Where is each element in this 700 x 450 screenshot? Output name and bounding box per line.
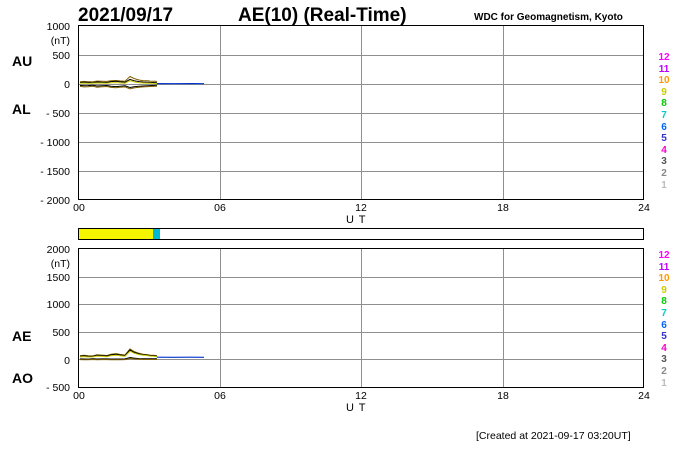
ytick-label: - 500 — [46, 108, 70, 120]
progress-fill-yellow — [79, 229, 154, 239]
xtick-label: 24 — [638, 202, 650, 214]
ytick-label: - 1500 — [40, 166, 70, 178]
page-title-date: 2021/09/17 — [78, 5, 174, 26]
xtick-label: 18 — [497, 202, 509, 214]
gridline-horizontal — [79, 304, 643, 306]
ytick-label: 500 — [52, 327, 70, 339]
station-index-item: 8 — [661, 296, 667, 308]
gridline-vertical — [361, 249, 362, 387]
xtick-label: 00 — [73, 202, 85, 214]
gridline-horizontal — [79, 331, 643, 333]
station-index-item: 7 — [661, 109, 667, 121]
gridline-horizontal — [79, 171, 643, 172]
gridline-horizontal — [79, 359, 643, 361]
xaxis-title: U T — [346, 214, 367, 226]
xtick-label: 06 — [214, 202, 226, 214]
ytick-label: 500 — [52, 50, 70, 62]
gridline-horizontal — [79, 113, 643, 114]
station-index-item: 11 — [658, 63, 670, 75]
data-source-credit: WDC for Geomagnetism, Kyoto — [474, 12, 623, 23]
gridline-vertical — [220, 26, 221, 199]
xaxis-title: U T — [346, 402, 367, 414]
page-title: AE(10) (Real-Time) — [238, 5, 407, 26]
station-index-item: 12 — [658, 52, 670, 63]
series-label-ae: AE — [12, 328, 32, 344]
ytick-label: - 500 — [46, 382, 70, 394]
yaxis-unit-label: (nT) — [50, 258, 70, 270]
ytick-label: 1000 — [46, 299, 70, 311]
chart-traces-au-al — [79, 75, 205, 90]
xtick-label: 24 — [638, 390, 650, 402]
station-index-item: 2 — [661, 365, 667, 377]
created-timestamp: [Created at 2021-09-17 03:20UT] — [476, 430, 631, 442]
progress-fill-cyan — [153, 229, 160, 239]
station-index-item: 1 — [661, 377, 667, 389]
station-index-item: 4 — [661, 144, 667, 156]
ytick-label: - 1000 — [40, 137, 70, 149]
station-index-item: 8 — [661, 98, 667, 110]
gridline-vertical — [220, 249, 221, 387]
station-index-item: 11 — [658, 261, 670, 273]
ytick-label: 0 — [64, 355, 70, 367]
xtick-label: 12 — [355, 390, 367, 402]
ytick-label: 1500 — [46, 272, 70, 284]
gridline-horizontal — [79, 142, 643, 143]
xtick-label: 06 — [214, 390, 226, 402]
series-label-ao: AO — [12, 370, 33, 386]
xtick-label: 18 — [497, 390, 509, 402]
station-index-item: 7 — [661, 307, 667, 319]
station-index-item: 2 — [661, 167, 667, 179]
ytick-label: 2000 — [46, 244, 70, 256]
station-index-item: 10 — [658, 75, 670, 87]
station-index-item: 9 — [661, 86, 667, 98]
chart-traces-ae-ao — [79, 348, 205, 361]
station-index-legend-top: 12 11 10 9 8 7 6 5 4 3 2 1 — [656, 52, 672, 191]
yaxis-unit-label: (nT) — [50, 35, 70, 47]
series-label-au: AU — [12, 53, 33, 69]
station-index-item: 4 — [661, 342, 667, 354]
station-index-item: 3 — [661, 354, 667, 366]
xtick-label: 12 — [355, 202, 367, 214]
gridline-vertical — [503, 26, 504, 199]
station-index-item: 10 — [658, 273, 670, 285]
station-index-item: 6 — [661, 121, 667, 133]
gridline-horizontal — [79, 84, 643, 85]
chart-panel-au-al — [78, 25, 644, 200]
gridline-vertical — [503, 249, 504, 387]
station-index-legend-bottom: 12 11 10 9 8 7 6 5 4 3 2 1 — [656, 250, 672, 389]
station-index-item: 1 — [661, 179, 667, 191]
station-index-item: 12 — [658, 250, 670, 261]
gridline-vertical — [361, 26, 362, 199]
station-index-item: 9 — [661, 284, 667, 296]
station-index-item: 5 — [661, 331, 667, 343]
ytick-label: 0 — [64, 79, 70, 91]
ytick-label: - 2000 — [40, 195, 70, 207]
series-label-al: AL — [12, 101, 31, 117]
gridline-horizontal — [79, 55, 643, 56]
xtick-label: 00 — [73, 390, 85, 402]
gridline-horizontal — [79, 276, 643, 278]
station-index-item: 5 — [661, 133, 667, 145]
chart-panel-ae-ao — [78, 248, 644, 388]
station-index-item: 3 — [661, 156, 667, 168]
ytick-label: 1000 — [46, 21, 70, 33]
station-index-item: 6 — [661, 319, 667, 331]
data-coverage-progress-bar — [78, 228, 644, 240]
